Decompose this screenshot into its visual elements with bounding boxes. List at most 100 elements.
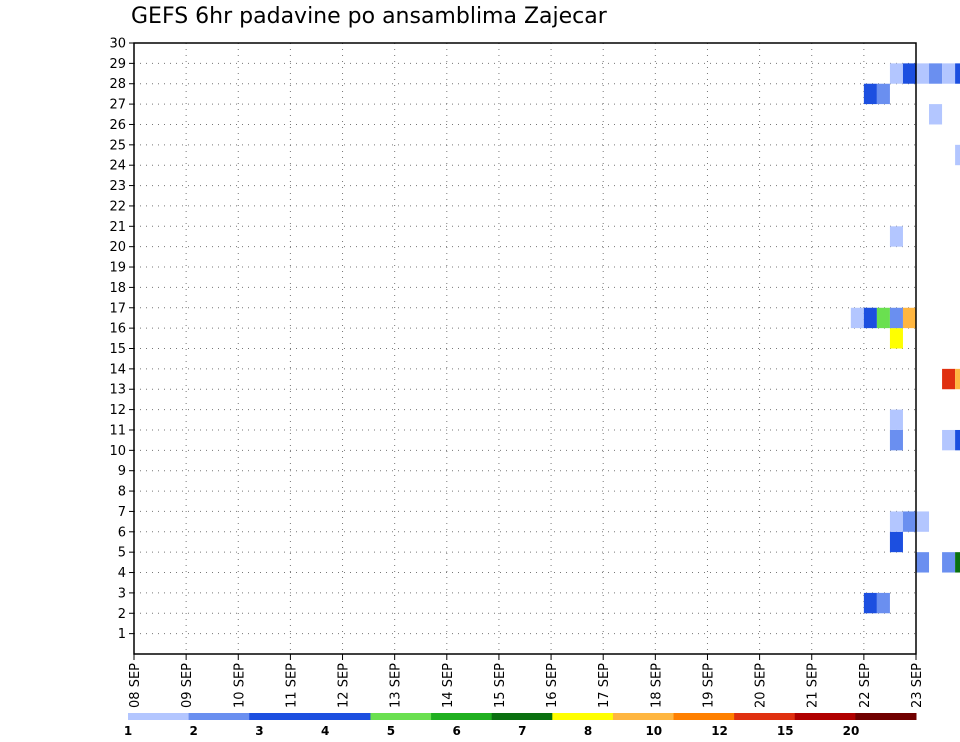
legend-swatch [673,713,735,720]
heatmap-cell [889,307,903,329]
x-tick-label: 14 SEP [441,663,456,708]
legend-swatch [431,713,493,720]
legend-label: 15 [777,724,794,738]
y-tick-label: 14 [109,362,126,377]
chart-title: GEFS 6hr padavine po ansamblima Zajecar [131,4,607,29]
y-tick-label: 30 [109,37,126,52]
y-tick-label: 8 [118,485,126,500]
y-tick-label: 26 [109,118,126,133]
y-tick-label: 16 [109,322,126,337]
y-tick-label: 22 [109,199,126,214]
heatmap-cell [916,511,930,532]
y-axis: 1234567891011121314151617181920212223242… [109,37,134,642]
heatmap-cell [876,307,890,329]
y-tick-label: 7 [118,505,126,520]
heatmap-cell [876,592,890,614]
y-tick-label: 4 [118,566,126,581]
y-tick-label: 13 [109,383,126,398]
heatmap-cell [929,63,943,84]
y-tick-label: 18 [109,281,126,296]
legend-swatch [794,713,856,720]
legend-swatch [249,713,311,720]
legend-label: 10 [645,724,662,738]
legend-label: 7 [518,724,526,738]
x-axis: 08 SEP 09 SEP 10 SEP 11 SEP 12 SEP 13 SEP 14 S… [128,654,925,708]
y-tick-label: 1 [118,627,126,642]
heatmap-cell [942,552,956,573]
y-tick-label: 5 [118,546,126,561]
legend-swatch [491,713,553,720]
x-tick-label: 23 SEP [910,663,925,708]
legend-label: 2 [190,724,198,738]
y-tick-label: 27 [109,98,126,113]
heatmap-cell [942,429,956,451]
y-tick-label: 28 [109,77,126,92]
y-tick-label: 23 [109,179,126,194]
heatmap-cell [889,409,903,430]
legend-swatch [370,713,432,720]
x-tick-label: 08 SEP [128,663,143,708]
y-tick-label: 2 [118,607,126,622]
heatmap-cell [876,83,890,105]
x-tick-label: 17 SEP [597,663,612,708]
x-tick-label: 16 SEP [545,663,560,708]
y-tick-label: 20 [109,240,126,255]
y-tick-label: 25 [109,138,126,153]
y-tick-label: 19 [109,261,126,276]
y-tick-label: 10 [109,444,126,459]
y-tick-label: 12 [109,403,126,418]
legend-label: 1 [124,724,132,738]
heatmap-cell [863,592,877,614]
heatmap-cell [902,307,916,329]
heatmap-cell [889,63,903,84]
y-tick-label: 11 [109,423,126,438]
heatmap-cell [889,226,903,247]
legend-label: 12 [711,724,728,738]
legend-label: 8 [584,724,592,738]
heatmap-cell [942,368,956,390]
x-tick-label: 11 SEP [284,663,299,708]
heatmap-cell [902,511,916,532]
x-tick-label: 21 SEP [806,663,821,708]
legend-swatch [612,713,675,720]
heatmap-cell [916,63,930,84]
x-tick-label: 20 SEP [754,663,769,708]
x-tick-label: 12 SEP [337,663,352,708]
legend-label: 5 [387,724,395,738]
x-tick-label: 10 SEP [232,663,247,708]
legend-swatch [188,713,250,720]
color-legend: 1 2 3 4 5 6 7 8 10 12 15 20 [124,713,917,738]
x-tick-label: 22 SEP [858,663,873,708]
legend-label: 6 [452,724,460,738]
heatmap-cell [850,307,864,329]
legend-swatch [734,713,796,720]
legend-swatch [552,713,614,720]
y-tick-label: 6 [118,525,126,540]
heatmap-cell [929,104,943,125]
heatmap-cells [850,63,960,614]
heatmap-cell [863,307,877,329]
heatmap-cell [955,552,960,573]
y-tick-label: 15 [109,342,126,357]
legend-swatch [309,713,371,720]
legend-label: 20 [843,724,860,738]
x-tick-label: 18 SEP [649,663,664,708]
legend-swatch [855,713,917,720]
heatmap-cell [889,429,903,451]
heatmap-cell [916,552,930,573]
x-tick-label: 13 SEP [389,663,404,708]
heatmap-cell [889,328,903,349]
x-tick-label: 15 SEP [493,663,508,708]
heatmap-cell [942,63,956,84]
y-tick-label: 9 [118,464,126,479]
heatmap-cell [863,83,877,105]
heatmap-cell [889,511,903,532]
heatmap-cell [955,368,960,390]
heatmap-cell [889,531,903,553]
y-tick-label: 17 [109,301,126,316]
y-tick-label: 24 [109,159,126,174]
heatmap-cell [955,63,960,84]
gridlines [134,43,916,654]
heatmap-cell [955,429,960,451]
